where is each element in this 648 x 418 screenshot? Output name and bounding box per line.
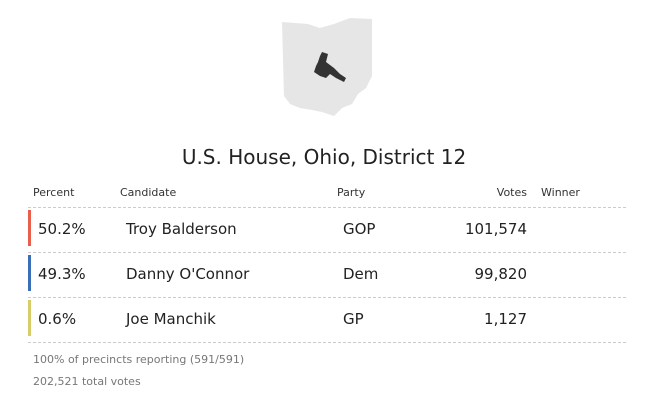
total-votes-note: 202,521 total votes (33, 375, 141, 388)
votes: 1,127 (484, 310, 527, 328)
candidate: Joe Manchik (126, 310, 216, 328)
column-header: Party (337, 186, 366, 199)
party: GP (343, 310, 364, 328)
row-divider (28, 297, 626, 298)
party: Dem (343, 265, 379, 283)
title: U.S. House, Ohio, District 12 (181, 145, 467, 169)
candidate: Troy Balderson (126, 220, 237, 238)
percent: 0.6% (38, 310, 77, 328)
column-header: Candidate (120, 186, 177, 199)
row-divider (28, 207, 626, 208)
party-color-bar (28, 300, 31, 336)
column-header: Votes (496, 186, 527, 199)
row-divider (28, 342, 626, 343)
party-color-bar (28, 210, 31, 246)
precincts-note: 100% of precincts reporting (591/591) (33, 353, 245, 366)
district-shape (314, 52, 346, 82)
row-divider (28, 252, 626, 253)
ohio-map (282, 18, 372, 116)
percent: 50.2% (38, 220, 86, 238)
votes: 101,574 (464, 220, 527, 238)
percent: 49.3% (38, 265, 86, 283)
candidate: Danny O'Connor (126, 265, 250, 283)
column-header: Percent (33, 186, 75, 199)
party-color-bar (28, 255, 31, 291)
party: GOP (343, 220, 376, 238)
votes: 99,820 (474, 265, 528, 283)
column-header: Winner (541, 186, 580, 199)
